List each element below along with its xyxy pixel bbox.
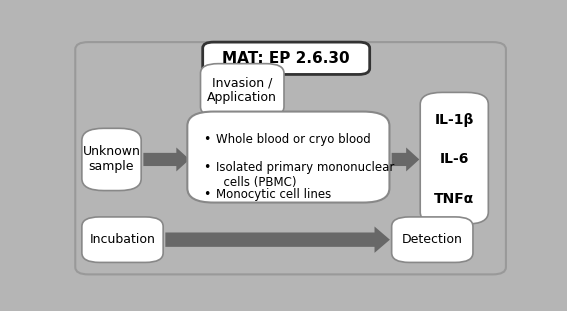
Text: Unknown
sample: Unknown sample	[83, 146, 141, 174]
Text: •: •	[203, 161, 210, 174]
Text: Incubation: Incubation	[90, 233, 155, 246]
FancyArrow shape	[143, 147, 189, 171]
FancyBboxPatch shape	[420, 92, 488, 224]
FancyBboxPatch shape	[201, 64, 284, 116]
Text: MAT: EP 2.6.30: MAT: EP 2.6.30	[222, 51, 350, 66]
Text: TNFα: TNFα	[434, 192, 475, 206]
FancyBboxPatch shape	[82, 128, 141, 191]
FancyArrow shape	[166, 226, 390, 253]
Text: •: •	[203, 188, 210, 201]
Text: Invasion /
Application: Invasion / Application	[208, 76, 277, 104]
FancyBboxPatch shape	[202, 42, 370, 74]
Text: •: •	[203, 133, 210, 146]
FancyBboxPatch shape	[187, 112, 390, 202]
FancyBboxPatch shape	[392, 217, 473, 262]
Text: Detection: Detection	[402, 233, 463, 246]
FancyArrow shape	[392, 147, 420, 171]
Text: Whole blood or cryo blood: Whole blood or cryo blood	[216, 133, 371, 146]
Text: Monocytic cell lines: Monocytic cell lines	[216, 188, 331, 201]
FancyBboxPatch shape	[82, 217, 163, 262]
Text: IL-6: IL-6	[439, 152, 469, 166]
FancyBboxPatch shape	[75, 42, 506, 274]
Text: IL-1β: IL-1β	[434, 113, 474, 127]
Text: Isolated primary mononuclear
  cells (PBMC): Isolated primary mononuclear cells (PBMC…	[216, 161, 394, 189]
